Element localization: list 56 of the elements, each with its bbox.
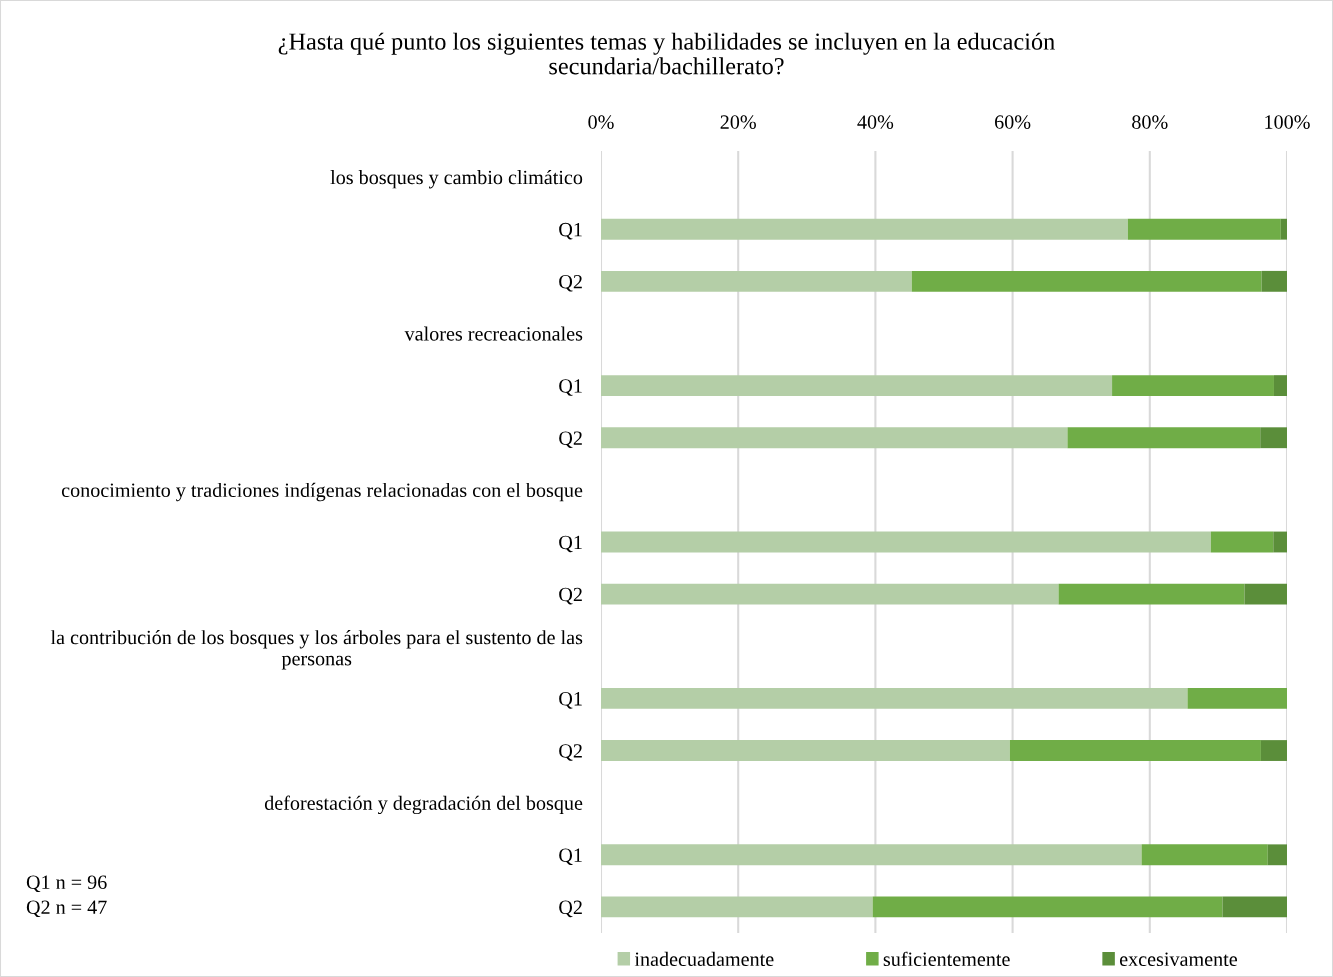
y-tick-label: deforestación y degradación del bosque xyxy=(264,795,583,815)
bar xyxy=(601,687,1188,709)
bar xyxy=(1267,844,1287,866)
bar xyxy=(1273,531,1287,553)
text: Q2 n = 47 xyxy=(26,900,107,918)
bar xyxy=(601,531,1211,553)
bar xyxy=(1280,218,1287,240)
bar xyxy=(601,583,1059,605)
bar xyxy=(1210,531,1274,553)
y-tick-label: Q2 xyxy=(559,744,582,761)
x-tick-label: 40% xyxy=(857,115,894,129)
bar xyxy=(1112,375,1274,397)
y-tick-label: Q2 xyxy=(559,587,582,605)
y-tick-label: Q1 xyxy=(559,692,582,709)
legend-label: excesivamente xyxy=(1119,952,1238,967)
bar xyxy=(1187,687,1287,709)
bar xyxy=(1261,270,1287,292)
y-tick-label: valores recreacionales xyxy=(404,326,583,341)
bar xyxy=(1260,427,1287,449)
bar xyxy=(911,270,1262,292)
x-tick-label: 60% xyxy=(995,115,1031,129)
bar xyxy=(1244,583,1287,605)
bar xyxy=(1260,740,1287,761)
bar xyxy=(1058,583,1245,605)
y-tick-label: Q1 xyxy=(559,848,582,866)
bar xyxy=(1273,375,1287,397)
y-tick-label: Q1 xyxy=(559,222,582,240)
bar xyxy=(601,218,1128,240)
bar xyxy=(1009,740,1261,761)
x-tick-label: 80% xyxy=(1132,115,1168,129)
y-tick-label: Q2 xyxy=(559,274,582,292)
chart-title: ¿Hasta qué punto los siguientes temas y habilidades se incluyen en la educación secundaria/bachillerato? xyxy=(278,32,1055,75)
bar xyxy=(1067,427,1261,449)
bar xyxy=(601,427,1068,449)
bar xyxy=(601,844,1142,866)
y-tick-label: Q1 xyxy=(559,379,582,396)
bar xyxy=(601,270,912,292)
bar xyxy=(601,896,873,918)
bar xyxy=(872,896,1223,918)
y-tick-label: la contribución de los bosques y los árboles para el sustento de las personas xyxy=(50,630,583,670)
legend-label: inadecuadamente xyxy=(634,951,774,967)
text: Q1 n = 96 xyxy=(26,875,107,893)
bar xyxy=(1222,896,1287,918)
x-tick-label: 100% xyxy=(1265,115,1310,129)
x-tick-label: 0% xyxy=(588,115,614,129)
bar xyxy=(601,740,1010,761)
y-tick-label: conocimiento y tradiciones indígenas relacionadas con el bosque xyxy=(61,482,583,502)
y-tick-label: los bosques y cambio climático xyxy=(330,170,583,189)
x-tick-label: 20% xyxy=(720,115,756,129)
bar xyxy=(601,375,1113,397)
legend-label: suficientemente xyxy=(883,951,1010,967)
bar xyxy=(1127,218,1281,240)
y-tick-label: Q2 xyxy=(559,900,582,918)
bar xyxy=(1141,844,1268,866)
y-tick-label: Q2 xyxy=(559,431,582,448)
y-tick-label: Q1 xyxy=(559,535,582,553)
